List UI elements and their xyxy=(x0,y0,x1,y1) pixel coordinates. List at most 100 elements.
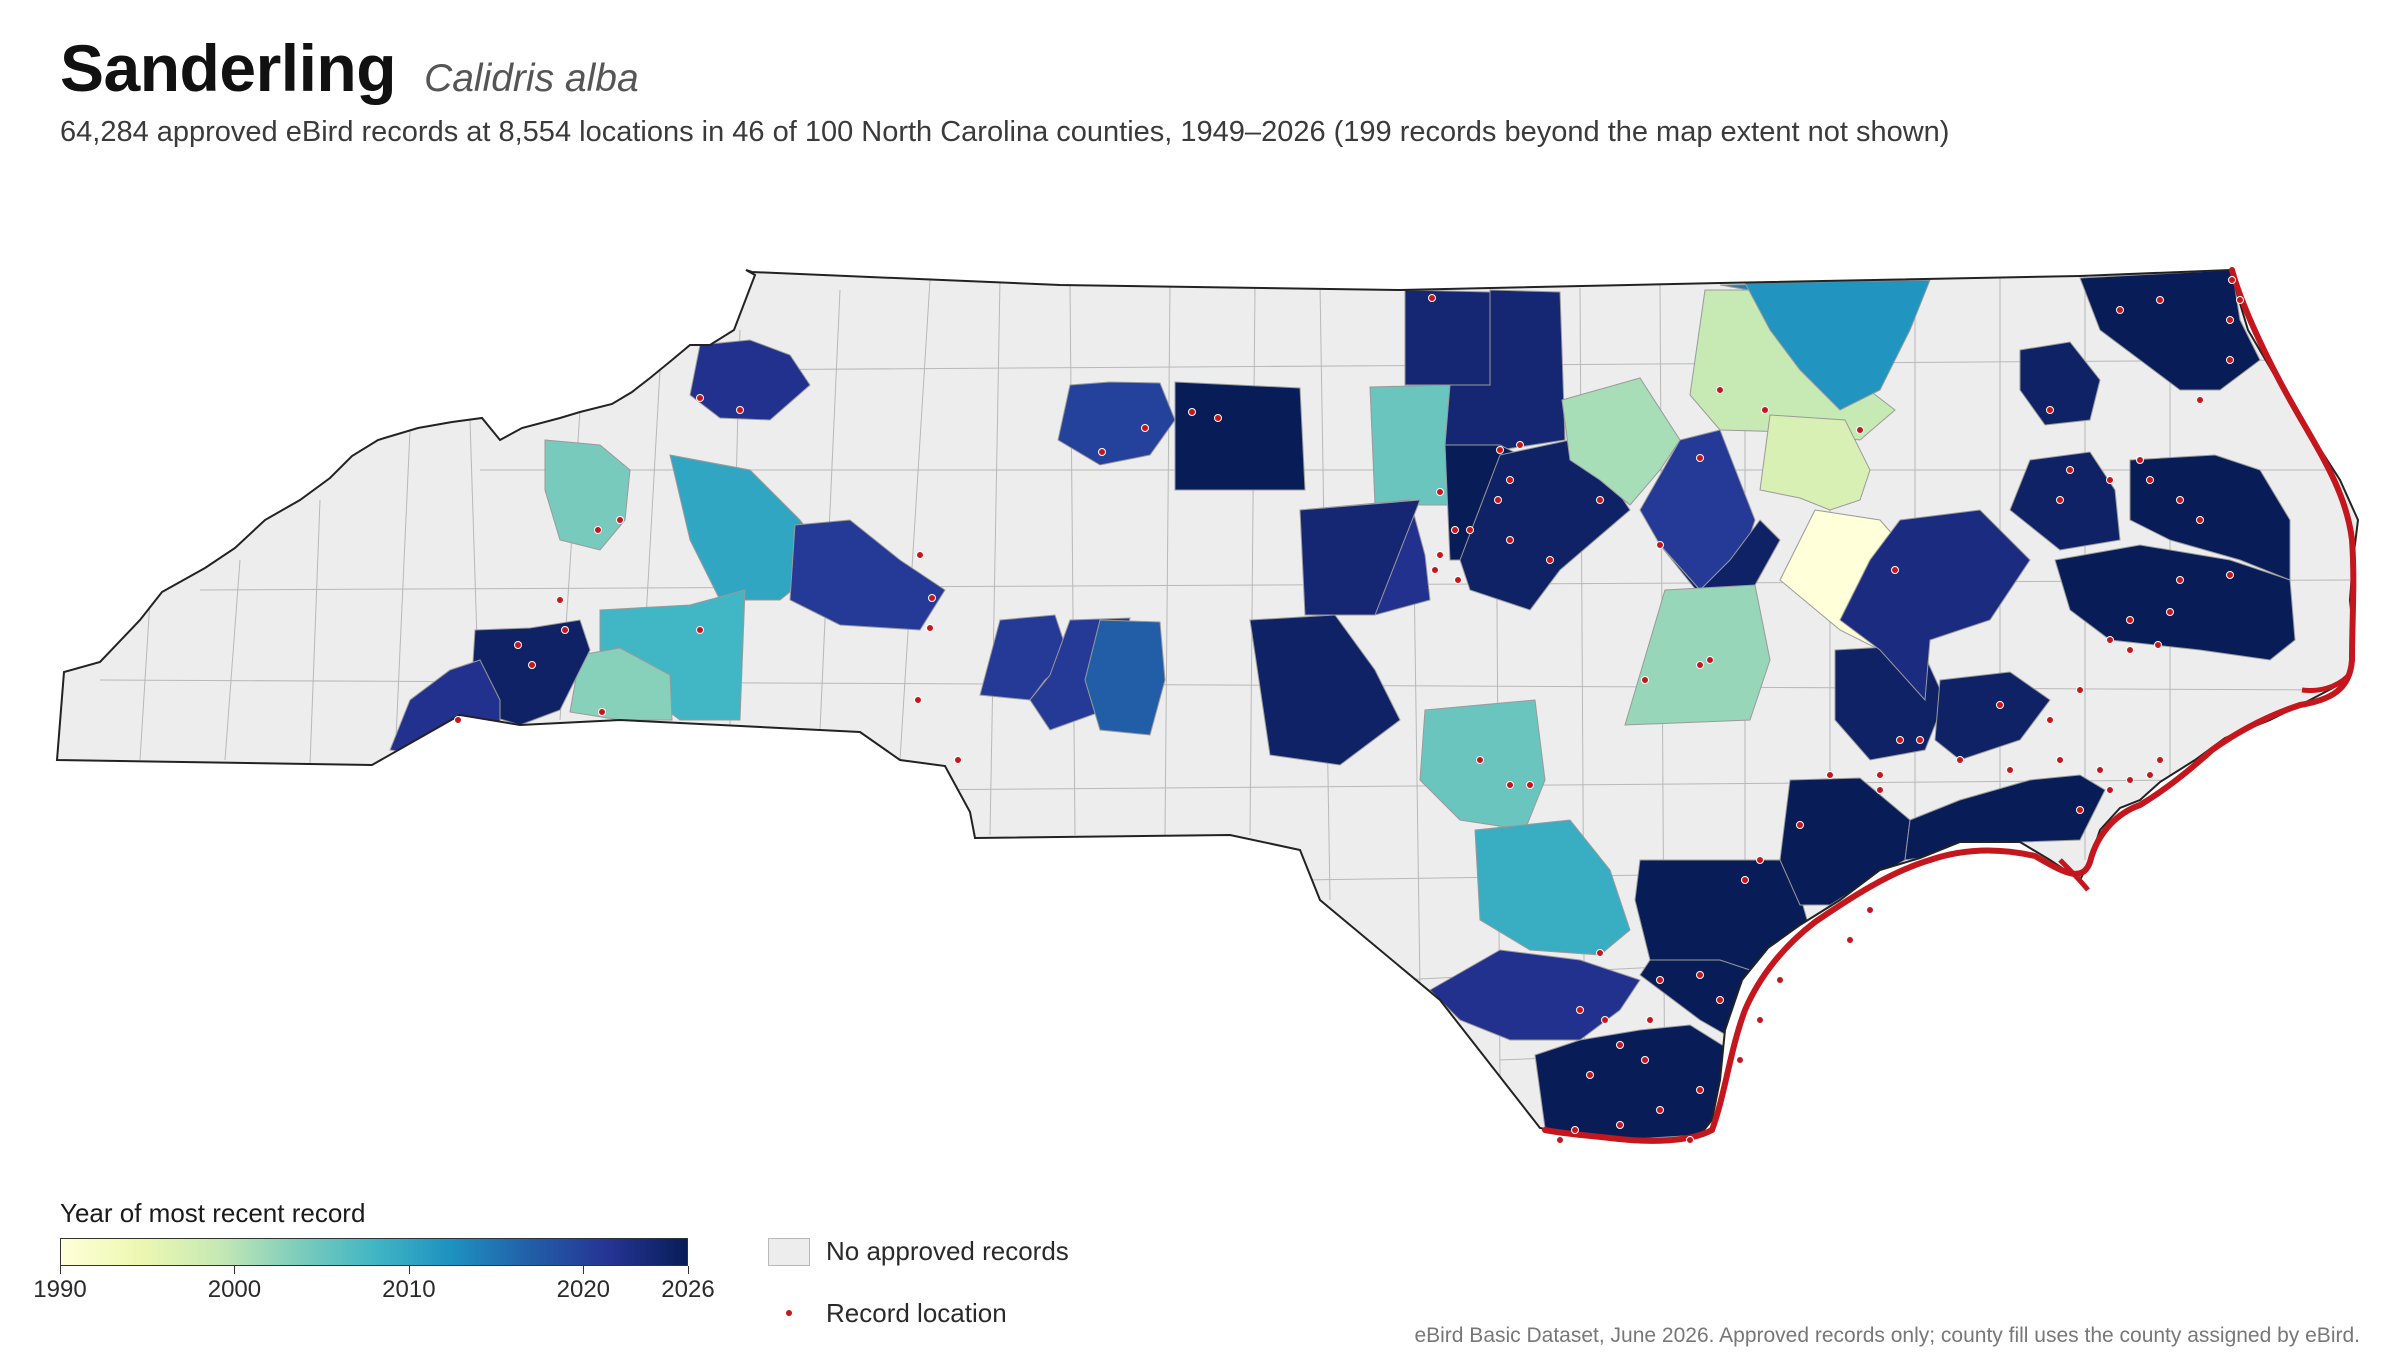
record-location-dot xyxy=(1616,1121,1624,1129)
record-location-dot xyxy=(926,624,934,632)
record-location-dot xyxy=(2106,786,2114,794)
record-location-dot xyxy=(1596,949,1604,957)
record-location-dot xyxy=(1891,566,1899,574)
record-location-dot xyxy=(2076,686,2084,694)
record-location-dot xyxy=(2236,296,2244,304)
record-location-dot xyxy=(1706,656,1714,664)
record-location-dot xyxy=(914,696,922,704)
record-location-dot xyxy=(1656,976,1664,984)
record-location-dot xyxy=(1526,781,1534,789)
record-location-dot xyxy=(514,641,522,649)
map-header: Sanderling Calidris alba 64,284 approved… xyxy=(60,30,2360,149)
record-location-dot xyxy=(928,594,936,602)
county-border xyxy=(989,279,1001,836)
record-location-dot xyxy=(1696,454,1704,462)
legend-title: Year of most recent record xyxy=(60,1198,366,1228)
cape-hatteras-records xyxy=(2301,674,2350,693)
county-ashe xyxy=(689,339,811,421)
record-location-dot xyxy=(1436,551,1444,559)
record-location-dot xyxy=(1506,536,1514,544)
colorbar-tick-label: 2020 xyxy=(556,1276,611,1303)
record-location-dot xyxy=(1776,976,1784,984)
no-records-swatch xyxy=(768,1238,810,1266)
record-location-dot xyxy=(1496,446,1504,454)
record-location-dot xyxy=(916,551,924,559)
county-person xyxy=(1404,289,1493,386)
record-location-dot xyxy=(2166,608,2174,616)
record-location-dot xyxy=(1876,771,1884,779)
county-columbus xyxy=(1429,949,1641,1041)
colorbar-tick xyxy=(234,1266,236,1274)
county-tyrrell xyxy=(2009,451,2121,551)
record-location-dot xyxy=(1996,701,2004,709)
record-location-dot xyxy=(1826,771,1834,779)
record-location-dot xyxy=(2196,516,2204,524)
county-stanly xyxy=(1084,619,1166,736)
record-location-dot xyxy=(454,716,462,724)
county-dare xyxy=(2129,454,2291,581)
record-location-dot xyxy=(1876,786,1884,794)
record-location-dot xyxy=(1856,426,1864,434)
record-location-dot xyxy=(1761,406,1769,414)
record-location-dot xyxy=(1646,1016,1654,1024)
county-robeson xyxy=(1474,819,1631,956)
record-location-dot xyxy=(1586,1071,1594,1079)
record-location-dot xyxy=(1741,876,1749,884)
record-location-dot xyxy=(556,596,564,604)
coastline-records xyxy=(1542,267,2357,1144)
record-location-dot xyxy=(1141,424,1149,432)
record-location-dot xyxy=(1454,576,1462,584)
record-location-dot xyxy=(1451,526,1459,534)
record-location-dot xyxy=(1756,1016,1764,1024)
record-location-dot xyxy=(1716,996,1724,1004)
scientific-name: Calidris alba xyxy=(424,57,639,100)
county-fills xyxy=(389,270,2296,1141)
county-forsyth xyxy=(1057,381,1176,466)
county-border xyxy=(1164,284,1171,836)
source-note: eBird Basic Dataset, June 2026. Approved… xyxy=(1414,1324,2360,1347)
record-location-dot xyxy=(2228,276,2236,284)
record-location-dot xyxy=(1756,856,1764,864)
county-guilford xyxy=(1174,381,1306,491)
record-location-dot xyxy=(1466,526,1474,534)
record-location-dot xyxy=(2126,776,2134,784)
county-hyde xyxy=(2054,544,2296,661)
record-location-dot xyxy=(1716,386,1724,394)
colorbar-tick-label: 2000 xyxy=(207,1276,262,1303)
county-moore xyxy=(1299,499,1421,616)
colorbar-tick xyxy=(408,1266,410,1274)
record-location-swatch xyxy=(786,1310,792,1316)
record-location-dot xyxy=(1696,1086,1704,1094)
county-border xyxy=(1069,284,1076,836)
record-location-dot xyxy=(616,516,624,524)
record-location-dot xyxy=(2126,646,2134,654)
colorbar-tick xyxy=(60,1266,61,1274)
county-border xyxy=(224,559,241,761)
record-location-dot xyxy=(1866,906,1874,914)
record-location-dot xyxy=(1556,1136,1564,1144)
record-location-dot xyxy=(1656,1106,1664,1114)
record-location-dot xyxy=(1641,676,1649,684)
record-location-dot xyxy=(1616,1041,1624,1049)
record-location-dot xyxy=(954,756,962,764)
record-location-dot xyxy=(1494,496,1502,504)
county-pamlico xyxy=(1934,671,2051,761)
colorbar-tick xyxy=(688,1266,689,1274)
record-location-dot xyxy=(2106,636,2114,644)
record-location-dot xyxy=(2226,316,2234,324)
record-location-dot xyxy=(1476,756,1484,764)
record-location-dot xyxy=(1696,971,1704,979)
county-border xyxy=(819,289,841,731)
record-location-dot xyxy=(1596,496,1604,504)
species-title: Sanderling xyxy=(60,31,397,105)
no-records-label: No approved records xyxy=(826,1236,1069,1266)
county-alamance xyxy=(1369,384,1453,506)
record-location-dot xyxy=(1641,1056,1649,1064)
record-location-dot xyxy=(2176,496,2184,504)
record-location-dot xyxy=(598,708,606,716)
record-location-dot xyxy=(2116,306,2124,314)
colorbar-tick-label: 1990 xyxy=(33,1276,87,1303)
record-location-dot xyxy=(1656,541,1664,549)
record-location-dot xyxy=(1736,1056,1744,1064)
record-location-dot xyxy=(1098,448,1106,456)
